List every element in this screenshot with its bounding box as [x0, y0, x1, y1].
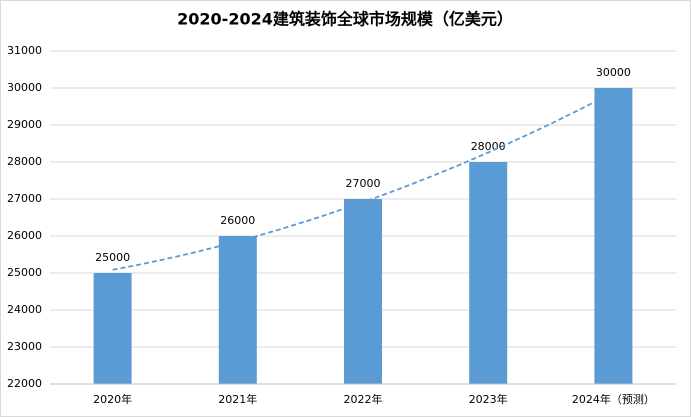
- y-tick-label: 28000: [7, 155, 42, 168]
- y-tick-label: 26000: [7, 229, 42, 242]
- y-tick-label: 25000: [7, 266, 42, 279]
- x-tick-label: 2024年（预测）: [572, 392, 655, 406]
- x-tick-label: 2020年: [93, 392, 132, 406]
- data-label: 27000: [346, 177, 381, 190]
- bar: [93, 273, 132, 384]
- bar: [594, 88, 633, 384]
- y-tick-label: 22000: [7, 377, 42, 390]
- bar: [344, 199, 382, 384]
- data-label: 30000: [596, 66, 631, 79]
- x-tick-label: 2023年: [469, 392, 508, 406]
- data-label: 26000: [220, 214, 255, 227]
- bar: [469, 162, 508, 384]
- y-tick-label: 30000: [7, 81, 42, 94]
- y-tick-label: 27000: [7, 192, 42, 205]
- y-tick-label: 23000: [7, 340, 42, 353]
- y-tick-label: 29000: [7, 118, 42, 131]
- y-tick-label: 24000: [7, 303, 42, 316]
- x-tick-label: 2021年: [218, 392, 257, 406]
- bar: [218, 236, 257, 384]
- trendline: [112, 91, 614, 271]
- x-tick-label: 2022年: [344, 392, 383, 406]
- chart-title: 2020-2024建筑装饰全球市场规模（亿美元）: [177, 10, 513, 29]
- data-label: 28000: [471, 140, 506, 153]
- y-tick-label: 31000: [7, 44, 42, 57]
- data-label: 25000: [95, 251, 130, 264]
